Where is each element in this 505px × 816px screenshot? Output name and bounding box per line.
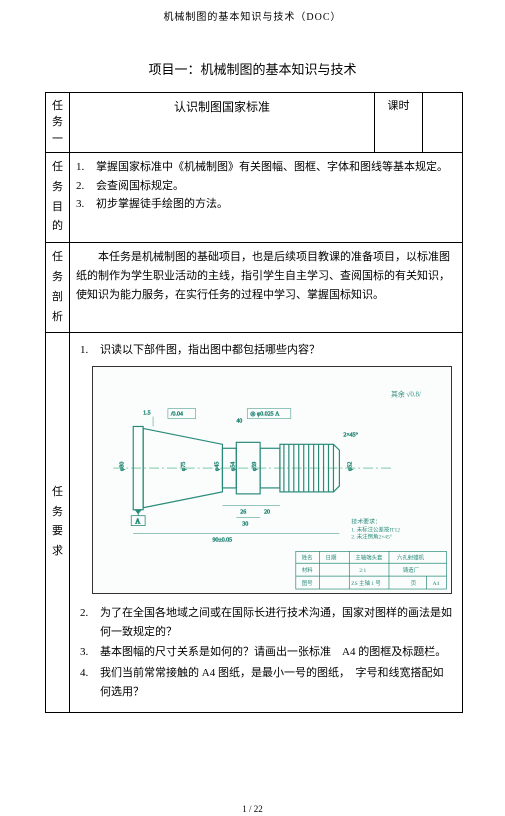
svg-text:φ75: φ75 bbox=[181, 462, 187, 471]
svg-text:φ80: φ80 bbox=[119, 462, 125, 471]
analysis-cell: 本任务是机械制图的基础项目，也是后续项目教课的准备项目，以标准图纸的制作为学生职… bbox=[70, 243, 463, 333]
svg-text:ZS 主轴 1 号: ZS 主轴 1 号 bbox=[351, 579, 381, 587]
svg-text:26: 26 bbox=[240, 510, 246, 516]
main-table: 任务一 认识制图国家标准 课时 任务目的 1.掌握国家标准中《机械制图》有关图幅… bbox=[45, 92, 463, 713]
svg-text:2. 未注倒角2×45°: 2. 未注倒角2×45° bbox=[351, 533, 392, 541]
svg-text:日期: 日期 bbox=[326, 554, 337, 561]
svg-text:φ54: φ54 bbox=[230, 462, 236, 471]
objectives-label: 任务目的 bbox=[46, 153, 70, 243]
svg-text:20: 20 bbox=[264, 510, 270, 516]
svg-text:2:1: 2:1 bbox=[359, 568, 366, 574]
analysis-text: 本任务是机械制图的基础项目，也是后续项目教课的准备项目，以标准图纸的制作为学生职… bbox=[76, 248, 456, 304]
svg-text:/0.04: /0.04 bbox=[171, 412, 183, 418]
svg-text:30: 30 bbox=[242, 522, 248, 528]
doc-header: 机械制图的基本知识与技术（DOC） bbox=[0, 0, 505, 60]
page-footer: 1 / 22 bbox=[0, 803, 505, 816]
keshi-value bbox=[423, 92, 463, 153]
svg-text:1.5: 1.5 bbox=[143, 411, 150, 417]
requirements-cell: 1.识读以下部件图，指出图中都包括哪些内容？ bbox=[70, 333, 463, 712]
q4: 我们当前常常接触的 A4 图纸，是最小一号的图纸， 字号和线宽搭配如何选用？ bbox=[100, 664, 452, 701]
keshi-label: 课时 bbox=[375, 92, 423, 153]
svg-text:φ59: φ59 bbox=[252, 462, 258, 471]
svg-text:2×45°: 2×45° bbox=[343, 431, 358, 438]
objectives-cell: 1.掌握国家标准中《机械制图》有关图幅、图框、字体和图线等基本规定。 2.会查阅… bbox=[70, 153, 463, 243]
svg-text:40: 40 bbox=[236, 419, 242, 425]
svg-text:页: 页 bbox=[411, 580, 417, 587]
obj-1: 掌握国家标准中《机械制图》有关图幅、图框、字体和图线等基本规定。 bbox=[96, 158, 448, 177]
svg-text:图号: 图号 bbox=[302, 579, 313, 587]
svg-text:90±0.05: 90±0.05 bbox=[213, 538, 233, 544]
requirements-label: 任务要求 bbox=[46, 333, 70, 712]
svg-text:主轴端头套: 主轴端头套 bbox=[355, 553, 383, 561]
part-drawing: A 1.5 /0.04 ◎ φ0.025 A bbox=[92, 366, 452, 594]
q3: 基本图幅的尺寸关系是如何的？请画出一张标准 A4 的图框及标题栏。 bbox=[100, 643, 452, 662]
page-container: 项目一：机械制图的基本知识与技术 任务一 认识制图国家标准 课时 任务目的 1.… bbox=[0, 60, 505, 713]
task-label: 任务一 bbox=[46, 92, 70, 153]
q2: 为了在全国各地域之间或在国际长进行技术沟通，国家对图样的画法是如何一致规定的？ bbox=[100, 604, 452, 641]
svg-text:其余 √0.8/: 其余 √0.8/ bbox=[391, 390, 421, 399]
svg-text:φ45: φ45 bbox=[214, 462, 220, 471]
project-title: 项目一：机械制图的基本知识与技术 bbox=[45, 60, 460, 80]
svg-text:技术要求：: 技术要求： bbox=[351, 518, 381, 526]
svg-text:1. 未标注公差按IT12: 1. 未标注公差按IT12 bbox=[351, 526, 400, 534]
task-title: 认识制图国家标准 bbox=[70, 92, 375, 153]
svg-text:A4: A4 bbox=[433, 581, 440, 587]
svg-text:姓名: 姓名 bbox=[302, 553, 313, 561]
analysis-label: 任务剖析 bbox=[46, 243, 70, 333]
svg-text:φ52: φ52 bbox=[347, 462, 353, 471]
obj-3: 初步掌握徒手绘图的方法。 bbox=[96, 195, 228, 214]
svg-text:材料: 材料 bbox=[302, 566, 313, 574]
svg-text:◎ φ0.025 A: ◎ φ0.025 A bbox=[250, 412, 280, 418]
svg-text:A: A bbox=[135, 519, 140, 526]
svg-text:铸造厂: 铸造厂 bbox=[403, 566, 420, 574]
obj-2: 会查阅国标规定。 bbox=[96, 177, 184, 196]
svg-text:六孔射蜡机: 六孔射蜡机 bbox=[397, 553, 425, 561]
q1: 识读以下部件图，指出图中都包括哪些内容？ bbox=[100, 341, 452, 360]
